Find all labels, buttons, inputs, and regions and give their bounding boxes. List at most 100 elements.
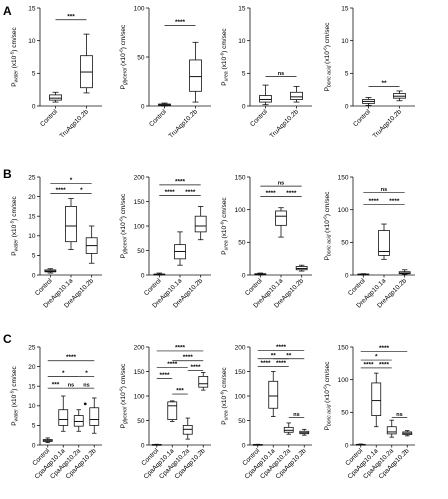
box-0 (158, 102, 171, 107)
row-letter-b: B (3, 167, 12, 181)
y-tick-label-4: 20 (28, 194, 36, 201)
significance-label: **** (369, 198, 380, 205)
y-tick-label-0: 0 (242, 103, 246, 110)
significance-bracket-1: **** (273, 360, 289, 367)
significance-label: **** (389, 198, 400, 205)
significance-label: * (85, 370, 88, 377)
significance-label: **** (175, 344, 186, 351)
significance-bracket-0: **** (360, 361, 377, 368)
chart-panel-5: 0 50 100 150 200 Pglycerol (x10-6) cm/sec Cont… (119, 174, 211, 310)
significance-label: **** (266, 190, 277, 197)
y-axis-label-10: Purea (x10-6) cm/sec (220, 367, 230, 425)
y-tick-label-1: 50 (137, 54, 145, 61)
box-iqr (194, 215, 207, 233)
box-iqr (58, 409, 69, 426)
y-tick-label-1: 50 (137, 418, 145, 425)
box-2 (295, 264, 308, 272)
significance-bracket-4: * (78, 370, 95, 377)
y-tick-label-3: 150 (235, 369, 246, 376)
significance-label: **** (363, 361, 374, 368)
box-1 (268, 371, 279, 417)
significance-bracket-2: ns (288, 412, 305, 418)
significance-bracket-4: **** (360, 345, 408, 352)
y-tick-label-4: 20 (28, 364, 36, 371)
significance-bracket-5: **** (47, 354, 95, 361)
significance-label: **** (56, 187, 67, 194)
box-iqr (386, 426, 397, 435)
significance-label: **** (185, 189, 196, 196)
box-iqr (198, 375, 209, 388)
significance-bracket-1: *** (172, 388, 188, 395)
box-1 (189, 41, 202, 103)
y-axis-label-4: Pwater (x10-5) cm/sec (10, 195, 20, 255)
box-iqr (290, 91, 303, 100)
significance-label: **** (276, 344, 287, 351)
significance-bracket-3: * (47, 370, 79, 377)
y-tick-label-2: 100 (338, 377, 349, 384)
box-2 (194, 205, 207, 241)
significance-label: * (70, 177, 73, 184)
significance-label: ns (293, 412, 299, 418)
significance-label: **** (159, 372, 170, 379)
y-tick-label-3: 150 (134, 369, 145, 376)
y-tick-label-0: 0 (32, 442, 36, 449)
significance-bracket-3: ** (257, 352, 289, 359)
y-axis-label-8: Pwater (x10-5) cm/sec (10, 365, 20, 425)
box-0 (362, 97, 375, 106)
y-tick-label-2: 10 (28, 233, 36, 240)
significance-label: ** (286, 352, 292, 359)
y-tick-label-3: 15 (28, 5, 36, 12)
box-1 (393, 90, 406, 102)
y-axis-label-9: Pglycerol (x10-6) cm/sec (119, 363, 129, 428)
row-letter-a: A (3, 4, 12, 18)
y-tick-label-5: 25 (28, 174, 36, 181)
y-tick-label-0: 0 (242, 442, 246, 449)
y-tick-label-3: 15 (28, 214, 36, 221)
significance-bracket-5: **** (257, 344, 305, 351)
y-tick-label-0: 0 (32, 272, 36, 279)
significance-label: * (62, 370, 65, 377)
box-0 (254, 272, 267, 276)
significance-label: ** (271, 352, 277, 359)
box-iqr (378, 230, 390, 256)
y-axis-label-1: Pglycerol (x10-6) cm/sec (119, 24, 129, 89)
y-tick-label-2: 10 (238, 38, 246, 45)
y-tick-label-1: 5 (32, 71, 36, 78)
y-tick-label-2: 100 (134, 5, 145, 12)
y-tick-label-4: 200 (134, 344, 145, 351)
y-tick-label-1: 5 (242, 71, 246, 78)
x-tick-label-0: Control (39, 108, 59, 128)
box-iqr (65, 205, 77, 243)
y-tick-label-1: 50 (238, 418, 246, 425)
significance-label: **** (165, 189, 176, 196)
y-tick-label-0: 0 (141, 442, 145, 449)
y-tick-label-3: 15 (28, 384, 36, 391)
significance-bracket-0: *** (47, 382, 64, 389)
y-tick-label-3: 150 (134, 199, 145, 206)
y-tick-label-0: 0 (345, 442, 349, 449)
row-letter-c: C (3, 332, 12, 346)
box-0 (44, 268, 57, 274)
box-1 (378, 223, 390, 260)
x-tick-label-1: TruAqp10.2b (372, 108, 404, 140)
significance-label: **** (167, 361, 178, 368)
significance-label: **** (66, 354, 77, 361)
box-3 (299, 428, 310, 436)
box-2 (85, 225, 98, 264)
significance-label: **** (175, 178, 186, 185)
box-1 (65, 198, 77, 250)
significance-label: **** (379, 345, 390, 352)
significance-bracket-0: **** (156, 372, 173, 379)
significance-label: **** (276, 360, 287, 367)
significance-bracket-0: **** (257, 360, 274, 367)
box-iqr (89, 407, 100, 426)
significance-bracket-1: **** (180, 189, 201, 196)
significance-label: **** (175, 19, 186, 26)
y-tick-label-3: 150 (338, 174, 349, 181)
significance-label: *** (176, 388, 184, 395)
y-tick-label-2: 10 (28, 403, 36, 410)
